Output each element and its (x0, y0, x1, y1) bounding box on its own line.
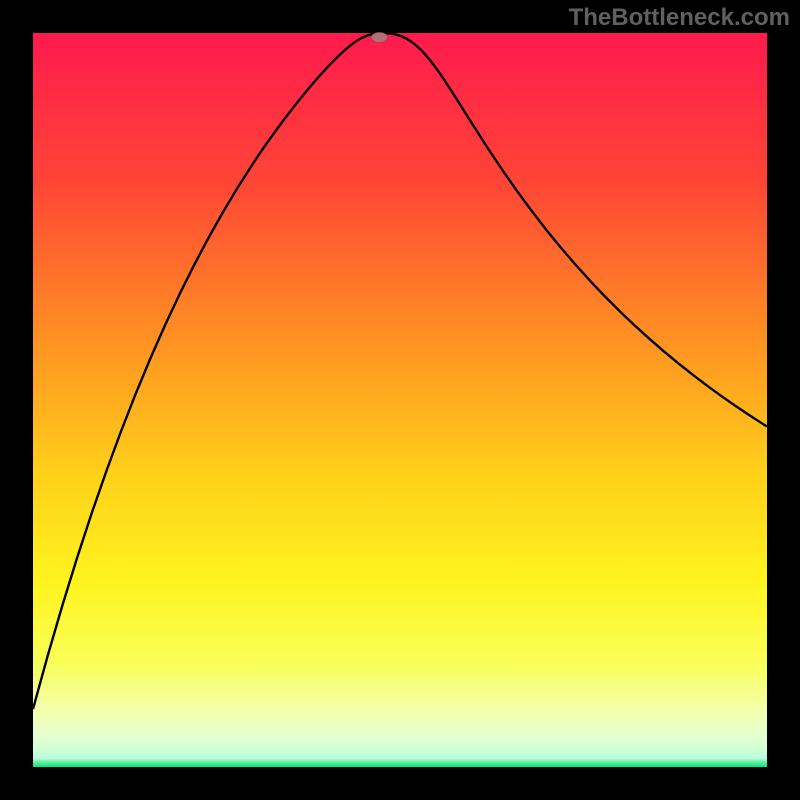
watermark-text: TheBottleneck.com (569, 4, 790, 32)
plot-gradient-background (33, 33, 767, 767)
